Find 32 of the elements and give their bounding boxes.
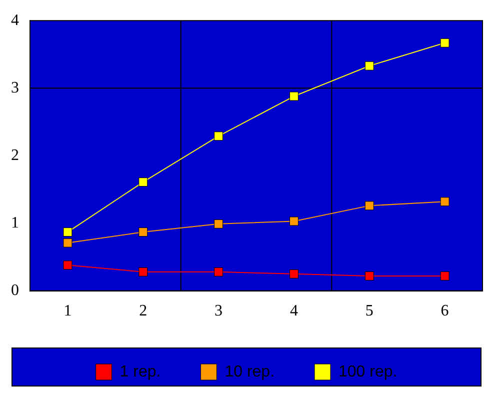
- point: [364, 271, 374, 280]
- point: [364, 201, 374, 210]
- legend-label: 10 rep.: [224, 363, 275, 380]
- point: [289, 216, 298, 226]
- point: [440, 197, 450, 206]
- point: [440, 38, 450, 48]
- x-tick-label: 5: [365, 302, 374, 320]
- y-tick-label: 4: [11, 12, 19, 29]
- point: [63, 238, 72, 248]
- legend-label: 1 rep.: [120, 363, 161, 380]
- point: [63, 228, 72, 237]
- point: [214, 267, 224, 276]
- point: [289, 92, 298, 101]
- x-tick-label: 4: [290, 302, 298, 320]
- point: [138, 267, 148, 276]
- y-tick-label: 1: [11, 214, 19, 232]
- point: [214, 219, 224, 228]
- y-tick-label: 0: [11, 282, 19, 300]
- x-tick-label: 1: [64, 302, 72, 320]
- point: [138, 178, 148, 187]
- x-tick-label: 3: [214, 302, 223, 320]
- point: [63, 260, 72, 270]
- legend-label: 100 rep.: [338, 363, 398, 380]
- y-tick-label: 2: [11, 146, 19, 164]
- point: [214, 132, 224, 141]
- point: [440, 271, 450, 280]
- x-tick-label: 2: [139, 302, 148, 320]
- point: [364, 61, 374, 70]
- y-tick-label: 3: [11, 79, 19, 96]
- point: [289, 269, 298, 278]
- point: [138, 228, 148, 237]
- x-tick-label: 6: [440, 302, 449, 320]
